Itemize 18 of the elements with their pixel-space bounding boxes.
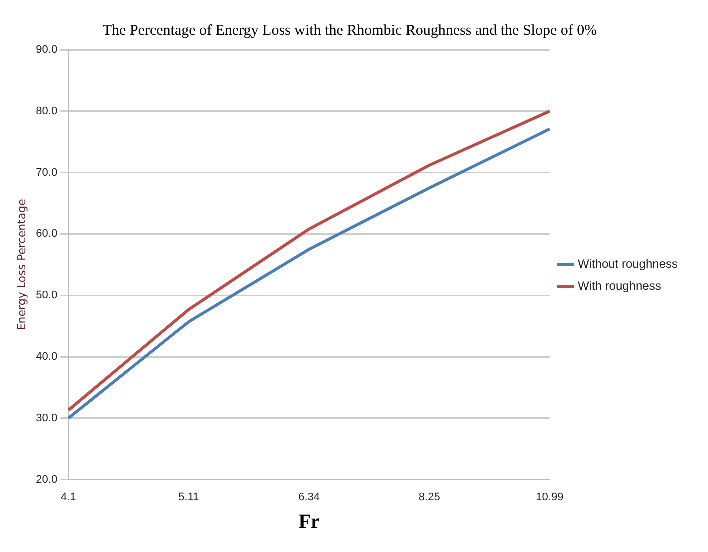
x-tick-label: 6.34 — [298, 491, 320, 504]
x-tick-label: 10.99 — [536, 491, 564, 504]
y-tick-label: 20.0 — [36, 474, 58, 486]
y-tick-label: 60.0 — [36, 228, 58, 240]
y-axis-title: Energy Loss Percentage — [15, 198, 28, 331]
x-axis-title: Fr — [298, 511, 320, 534]
legend-label: Without roughness — [578, 256, 678, 271]
y-tick-label: 40.0 — [36, 351, 58, 364]
y-tick-label: 90.0 — [36, 44, 58, 56]
y-tick-label: 30.0 — [36, 412, 58, 424]
x-tick-label: 8.25 — [418, 491, 440, 504]
legend-label: With roughness — [578, 278, 662, 293]
x-tick-label: 5.11 — [178, 491, 200, 504]
chart-title: The Percentage of Energy Loss with the Rhombic Roughness and the Slope of 0% — [102, 22, 598, 39]
y-tick-label: 50.0 — [36, 290, 58, 302]
y-tick-label: 80.0 — [36, 105, 58, 118]
x-tick-label: 4.1 — [60, 491, 76, 504]
y-tick-label: 70.0 — [36, 166, 58, 179]
